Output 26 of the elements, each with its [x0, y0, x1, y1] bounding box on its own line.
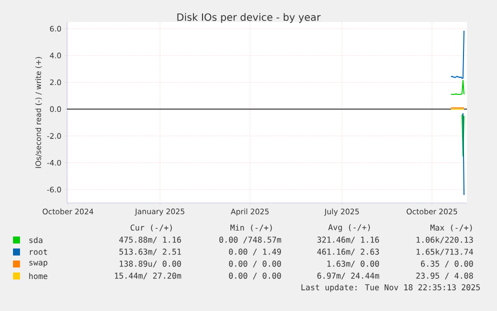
text: 1.65k/713.74 [416, 248, 474, 256]
text: 138.89u/ 0.00 [120, 260, 181, 268]
legend-label: home [29, 272, 48, 280]
text: Avg (-/+) [328, 224, 370, 232]
text: 513.63m/ 2.51 [119, 248, 181, 256]
text: 6.97m/ 24.44m [317, 272, 380, 280]
text: Last update: Tue Nov 18 22:35:13 2025 [302, 284, 480, 292]
text: Cur (-/+) [130, 224, 172, 232]
text: 321.46m/ 1.16 [317, 236, 379, 244]
text: 0.00 / 0.00 [229, 260, 281, 268]
text: 0.00 /748.57m [219, 236, 282, 244]
legend-label: sda [29, 236, 42, 244]
text: 6.35 / 0.00 [421, 260, 473, 268]
legend-label: root [30, 249, 48, 255]
text: 0.00 / 0.00 [229, 272, 281, 280]
text: 15.44m/ 27.20m [115, 272, 182, 280]
text: 1.63m/ 0.00 [327, 260, 379, 268]
text: 1.06k/220.13 [416, 236, 473, 244]
text: Min (-/+) [230, 224, 272, 232]
text: 475.88m/ 1.16 [119, 236, 181, 244]
chart-title: Disk IOs per device - by year [177, 13, 321, 23]
text: 461.16m/ 2.63 [317, 248, 379, 256]
text: 0.00 / 1.49 [229, 248, 281, 256]
text: 23.95 / 4.08 [416, 272, 473, 280]
legend-label: swap [29, 260, 48, 268]
text: Max (-/+) [430, 224, 472, 232]
